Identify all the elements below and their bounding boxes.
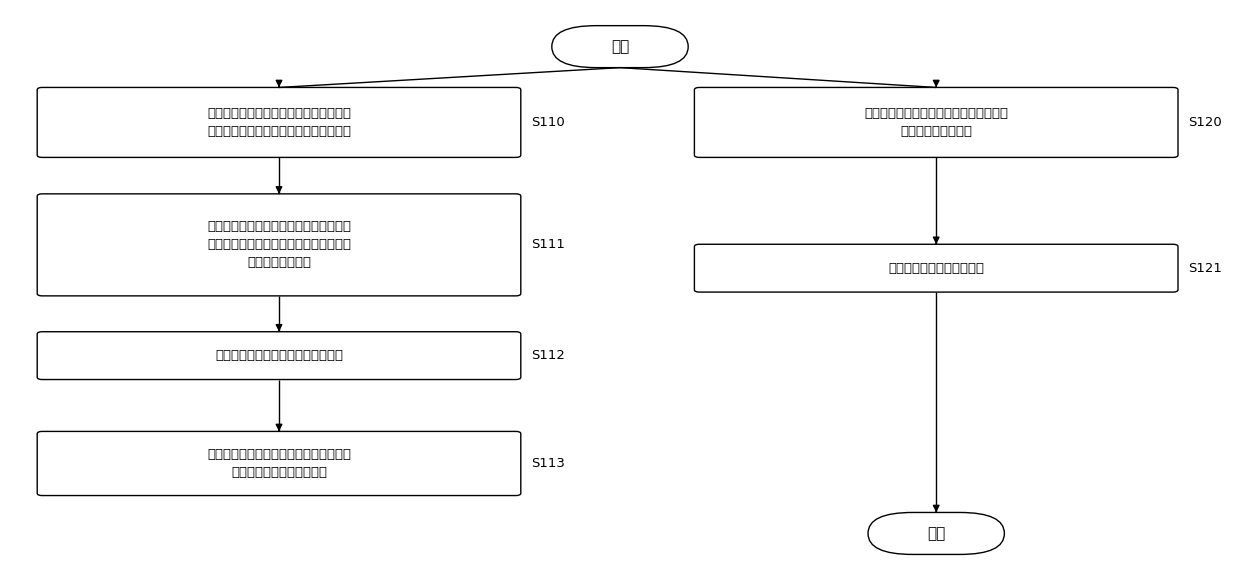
FancyBboxPatch shape — [868, 512, 1004, 554]
Text: 开始: 开始 — [611, 39, 629, 54]
FancyBboxPatch shape — [37, 194, 521, 296]
Text: S111: S111 — [531, 238, 564, 251]
Text: S110: S110 — [531, 116, 564, 129]
FancyBboxPatch shape — [37, 332, 521, 380]
Text: S113: S113 — [531, 457, 564, 470]
FancyBboxPatch shape — [694, 87, 1178, 157]
Text: 接收对所述工作地点的视频监控信息: 接收对所述工作地点的视频监控信息 — [215, 349, 343, 362]
Text: 接收到工作票系统发送的包括工作地点信
息的许可信息、则自动启动虚拟电子围栅: 接收到工作票系统发送的包括工作地点信 息的许可信息、则自动启动虚拟电子围栅 — [207, 107, 351, 138]
Text: 停止分析所述视频监控信息: 停止分析所述视频监控信息 — [888, 262, 985, 275]
Text: 根据所述工作地点信息、确定虚拟电子围
栅区域、以及与所述虚拟电子围栅区域关
联的区域警戞规则: 根据所述工作地点信息、确定虚拟电子围 栅区域、以及与所述虚拟电子围栅区域关 联的… — [207, 220, 351, 269]
Text: S120: S120 — [1188, 116, 1221, 129]
FancyBboxPatch shape — [552, 26, 688, 68]
Text: S121: S121 — [1188, 262, 1221, 275]
Text: S112: S112 — [531, 349, 564, 362]
Text: 结束: 结束 — [928, 526, 945, 541]
Text: 接收到工作票系统发送的终结信息、则自
动关闭虚拟电子围栅: 接收到工作票系统发送的终结信息、则自 动关闭虚拟电子围栅 — [864, 107, 1008, 138]
FancyBboxPatch shape — [694, 244, 1178, 292]
Text: 对视频监控信息进行识别、当满足区域警
戞规则时、则发出告警信息: 对视频监控信息进行识别、当满足区域警 戞规则时、则发出告警信息 — [207, 448, 351, 479]
FancyBboxPatch shape — [37, 87, 521, 157]
FancyBboxPatch shape — [37, 431, 521, 496]
